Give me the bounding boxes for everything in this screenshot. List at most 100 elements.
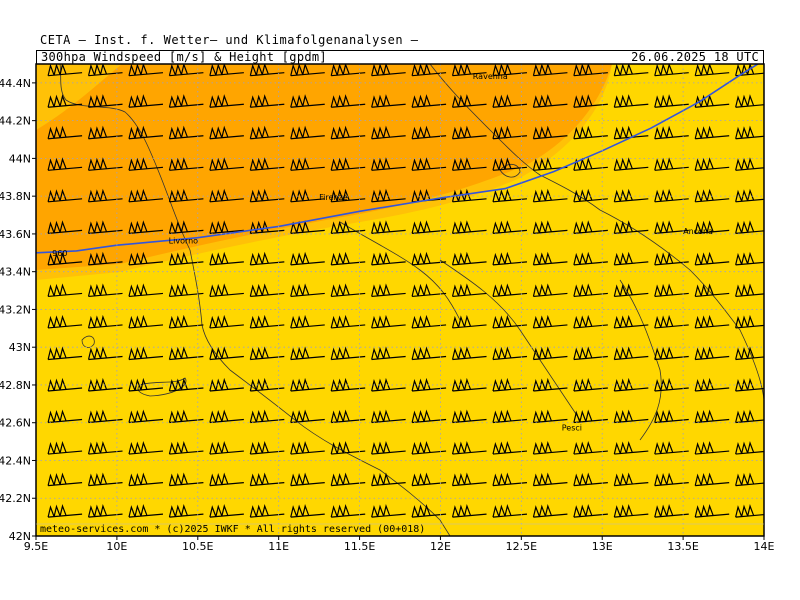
wind-barb	[532, 94, 568, 108]
wind-barb	[654, 377, 689, 392]
wind-barb	[613, 283, 649, 298]
wind-barb	[249, 346, 285, 361]
y-tick-label: 42N	[9, 530, 31, 543]
wind-barb	[290, 472, 325, 487]
wind-barb	[128, 125, 164, 140]
y-tick-label: 42.8N	[0, 379, 31, 392]
wind-barb	[47, 283, 83, 298]
wind-barb	[47, 188, 83, 203]
y-tick-label: 42.4N	[0, 454, 31, 467]
wind-barb	[168, 377, 204, 392]
wind-barb	[87, 346, 123, 361]
wind-barb	[330, 157, 366, 171]
wind-barb	[492, 64, 528, 77]
wind-barb	[451, 283, 487, 298]
wind-barb	[47, 94, 83, 108]
wind-barb	[168, 314, 204, 329]
wind-barb	[47, 314, 83, 329]
wind-barb	[694, 94, 730, 108]
wind-barb	[209, 251, 244, 266]
wind-barb	[290, 346, 325, 361]
wind-barb	[209, 440, 244, 455]
wind-barb	[249, 504, 285, 518]
x-tick-label: 13.5E	[667, 540, 698, 553]
x-tick-label: 11.5E	[344, 540, 375, 553]
wind-barb	[47, 409, 83, 424]
wind-barb	[249, 472, 285, 487]
wind-barb	[47, 377, 83, 392]
wind-barb	[411, 504, 447, 518]
y-tick-label: 43N	[9, 341, 31, 354]
wind-barb	[735, 157, 764, 171]
wind-barb	[654, 440, 689, 455]
wind-barb	[128, 94, 164, 108]
wind-barb	[47, 346, 83, 361]
wind-barb	[47, 157, 83, 171]
wind-barb	[168, 251, 204, 266]
wind-barb	[573, 251, 608, 266]
wind-barb	[290, 157, 325, 171]
x-tick-label: 9.5E	[24, 540, 48, 553]
wind-barb	[573, 409, 608, 424]
wind-barb	[330, 472, 366, 487]
wind-barb	[47, 440, 83, 455]
wind-barb	[128, 283, 164, 298]
wind-barb	[492, 157, 528, 171]
wind-barb	[532, 283, 568, 298]
wind-barb	[371, 314, 406, 329]
wind-barb	[209, 377, 244, 392]
wind-barb	[492, 94, 528, 108]
wind-barb	[451, 346, 487, 361]
wind-barb	[694, 125, 730, 140]
wind-barb	[411, 94, 447, 108]
wind-barb	[128, 220, 164, 234]
wind-barb	[411, 157, 447, 171]
y-tick-label: 43.6N	[0, 228, 31, 241]
wind-barb	[654, 220, 689, 234]
x-tick-label: 12E	[430, 540, 451, 553]
wind-barb	[209, 94, 244, 108]
wind-barb	[290, 283, 325, 298]
wind-barb	[330, 377, 366, 392]
wind-barb	[694, 472, 730, 487]
wind-barb	[371, 125, 406, 140]
wind-barb	[776, 348, 800, 359]
wind-barb	[168, 504, 204, 518]
wind-barb	[654, 314, 689, 329]
wind-barb	[735, 220, 764, 234]
wind-barb	[573, 346, 608, 361]
wind-barb	[573, 440, 608, 455]
wind-barb	[532, 125, 568, 140]
wind-barb	[776, 159, 800, 170]
wind-barb	[613, 440, 649, 455]
wind-barb	[654, 157, 689, 171]
wind-barb	[451, 188, 487, 203]
wind-barb	[654, 283, 689, 298]
wind-barb	[290, 504, 325, 518]
wind-barb	[209, 283, 244, 298]
wind-barb	[411, 314, 447, 329]
wind-barb	[209, 125, 244, 140]
y-tick-label: 43.2N	[0, 303, 31, 316]
wind-barb	[451, 251, 487, 266]
wind-barb	[87, 220, 123, 234]
map-frame	[35, 63, 765, 537]
wind-barb	[776, 443, 800, 454]
wind-barb	[776, 191, 800, 202]
wind-barb	[128, 251, 164, 266]
wind-barb	[128, 472, 164, 487]
wind-barb	[532, 346, 568, 361]
wind-barb	[330, 314, 366, 329]
wind-barb	[735, 377, 764, 392]
wind-barb	[492, 314, 528, 329]
city-label: Firenze	[319, 193, 348, 202]
wind-barb	[492, 472, 528, 487]
wind-barb	[532, 251, 568, 266]
wind-barb	[209, 346, 244, 361]
wind-barb	[411, 283, 447, 298]
wind-barb	[87, 157, 123, 171]
x-tick-label: 12.5E	[506, 540, 537, 553]
wind-barb	[776, 254, 800, 265]
wind-barb	[249, 440, 285, 455]
wind-barb	[290, 94, 325, 108]
